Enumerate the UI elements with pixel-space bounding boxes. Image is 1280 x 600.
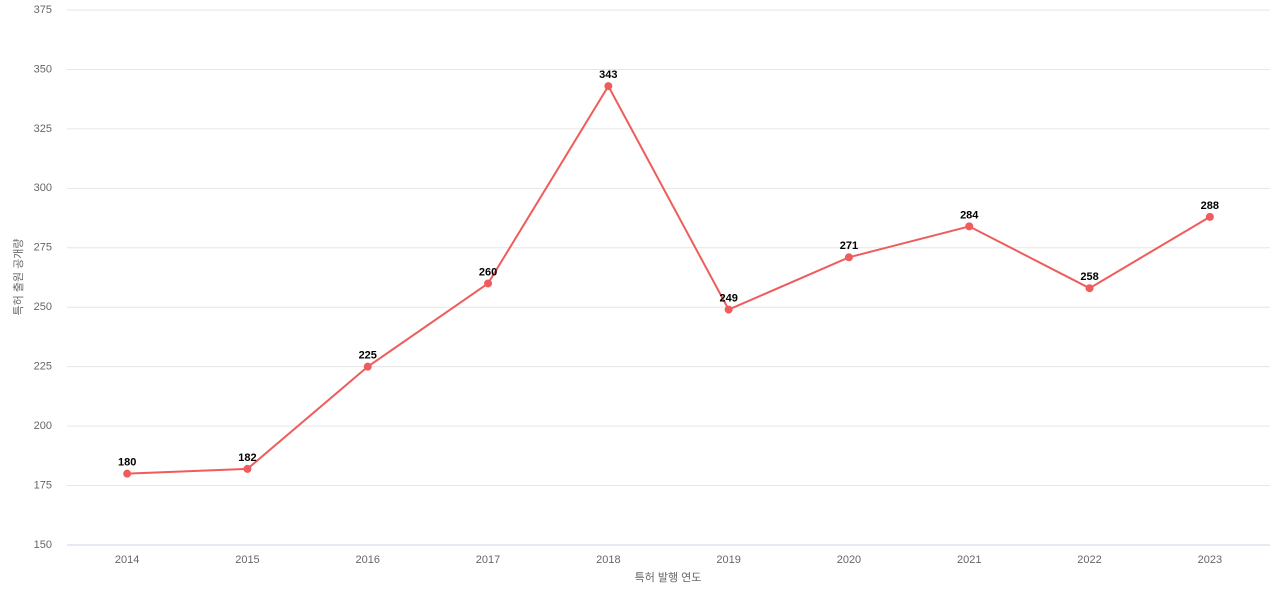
data-label: 343 [599,69,617,81]
x-tick-label: 2017 [476,554,500,566]
y-tick-label: 250 [34,301,52,313]
y-tick-label: 275 [34,242,52,254]
point [243,464,252,473]
data-label: 260 [479,266,497,278]
y-tick-label: 150 [34,539,52,551]
x-tick-label: 2021 [957,554,981,566]
point [363,362,372,371]
y-tick-label: 375 [34,4,52,16]
point [724,305,733,314]
data-label: 258 [1080,271,1098,283]
y-axis-title: 특허 출원 공개량 [12,239,25,316]
y-tick-label: 300 [34,182,52,194]
x-tick-label: 2019 [716,554,740,566]
x-tick-label: 2015 [235,554,259,566]
point [484,279,493,288]
y-tick-label: 200 [34,420,52,432]
x-tick-label: 2016 [356,554,380,566]
x-axis-title: 특허 발행 연도 [635,571,702,584]
x-tick-label: 2023 [1198,554,1222,566]
data-label: 225 [359,350,377,362]
point [1205,212,1214,221]
x-tick-label: 2020 [837,554,861,566]
x-tick-label: 2022 [1077,554,1101,566]
point [123,469,132,478]
point [604,82,613,91]
data-label: 182 [238,452,256,464]
point [965,222,974,231]
data-label: 180 [118,457,136,469]
y-tick-label: 225 [34,361,52,373]
y-tick-label: 325 [34,123,52,135]
data-label: 249 [719,293,737,305]
line [127,84,1211,475]
data-label: 284 [960,209,979,221]
point [1085,284,1094,293]
y-tick-label: 175 [34,479,52,491]
x-tick-label: 2018 [596,554,620,566]
data-label: 271 [840,240,858,252]
point [844,253,853,262]
x-tick-label: 2014 [115,554,139,566]
y-tick-label: 350 [34,63,52,75]
data-label: 288 [1201,200,1219,212]
